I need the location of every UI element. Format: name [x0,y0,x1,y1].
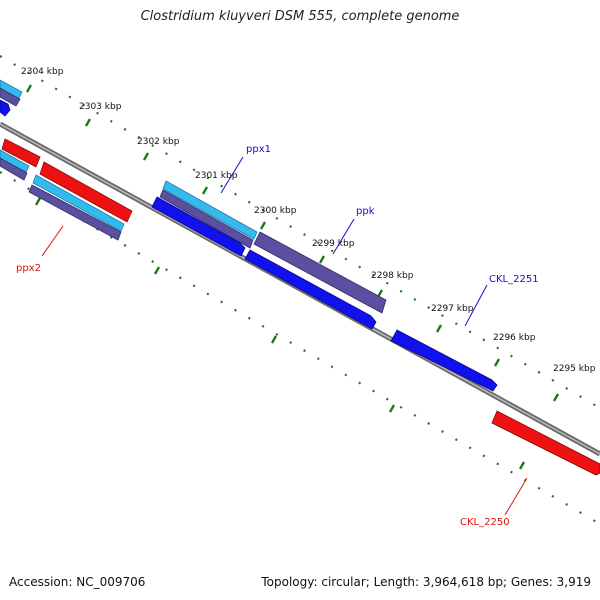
gene-label-ckl-2251[interactable]: CKL_2251 [489,274,539,285]
gene-features [0,79,600,476]
gene-arrow-slate-left[interactable] [0,157,28,181]
gene-arrow-red-left-small[interactable] [1,138,41,168]
gene-arrow-slate-ppx2[interactable] [28,184,122,241]
scale-label: 2303 kbp [79,102,122,112]
gene-arrow-blue-left-mid[interactable] [151,196,246,257]
gene-arrow-red-cs2250[interactable] [491,410,600,476]
scale-label: 2298 kbp [371,271,414,281]
gene-arrow-slate-ppk[interactable] [253,231,387,314]
scale-label: 2304 kbp [21,67,64,77]
scale-label: 2300 kbp [254,206,297,216]
gene-label-ckl-2250[interactable]: CKL_2250 [460,517,510,528]
gene-label-leaders [41,156,528,516]
gene-arrow-blue-cs2251[interactable] [390,329,498,392]
scale-label: 2297 kbp [431,304,474,314]
gene-label-ppx2[interactable]: ppx2 [16,263,41,274]
gene-labels: ppx1 ppk CKL_2251 ppx2 CKL_2250 [16,144,539,528]
scale-labels: 2304 kbp 2303 kbp 2302 kbp 2301 kbp 2300… [21,67,596,374]
scale-label: 2295 kbp [553,364,596,374]
gene-arrow-red-ppx2[interactable] [39,161,133,223]
major-ticks [25,84,560,470]
map-title: Clostridium kluyveri DSM 555, complete g… [140,9,460,24]
accession-text: Accession: NC_009706 [9,575,146,589]
genome-summary-text: Topology: circular; Length: 3,964,618 bp… [261,575,591,589]
gene-arrow-cyan-ppx2[interactable] [32,174,125,232]
scale-label: 2296 kbp [493,333,536,343]
gene-arrow-blue-mid[interactable] [244,249,377,330]
scale-label: 2299 kbp [312,239,355,249]
gene-label-ppk[interactable]: ppk [356,206,375,217]
gene-arrow-cyan-ppx1[interactable] [162,180,258,240]
gene-arrow-blue-top[interactable] [0,99,11,117]
scale-label: 2302 kbp [137,137,180,147]
gene-arrow-slate-top[interactable] [0,87,21,107]
gene-arrow-slate-ppx1[interactable] [159,189,254,249]
gene-label-ppx1[interactable]: ppx1 [246,144,271,155]
scale-label: 2301 kbp [195,171,238,181]
